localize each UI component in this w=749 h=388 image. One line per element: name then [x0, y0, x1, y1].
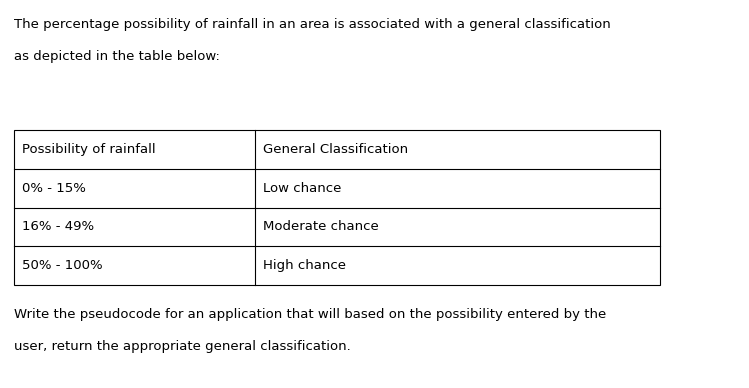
Text: Moderate chance: Moderate chance: [263, 220, 379, 233]
Text: as depicted in the table below:: as depicted in the table below:: [14, 50, 220, 63]
Text: 0% - 15%: 0% - 15%: [22, 182, 86, 195]
Text: General Classification: General Classification: [263, 143, 408, 156]
Text: Possibility of rainfall: Possibility of rainfall: [22, 143, 156, 156]
Text: Write the pseudocode for an application that will based on the possibility enter: Write the pseudocode for an application …: [14, 308, 606, 321]
Text: High chance: High chance: [263, 259, 346, 272]
Text: The percentage possibility of rainfall in an area is associated with a general c: The percentage possibility of rainfall i…: [14, 18, 610, 31]
Text: user, return the appropriate general classification.: user, return the appropriate general cla…: [14, 340, 351, 353]
Text: 50% - 100%: 50% - 100%: [22, 259, 103, 272]
Text: 16% - 49%: 16% - 49%: [22, 220, 94, 233]
Bar: [14, 130, 660, 285]
Text: Low chance: Low chance: [263, 182, 342, 195]
